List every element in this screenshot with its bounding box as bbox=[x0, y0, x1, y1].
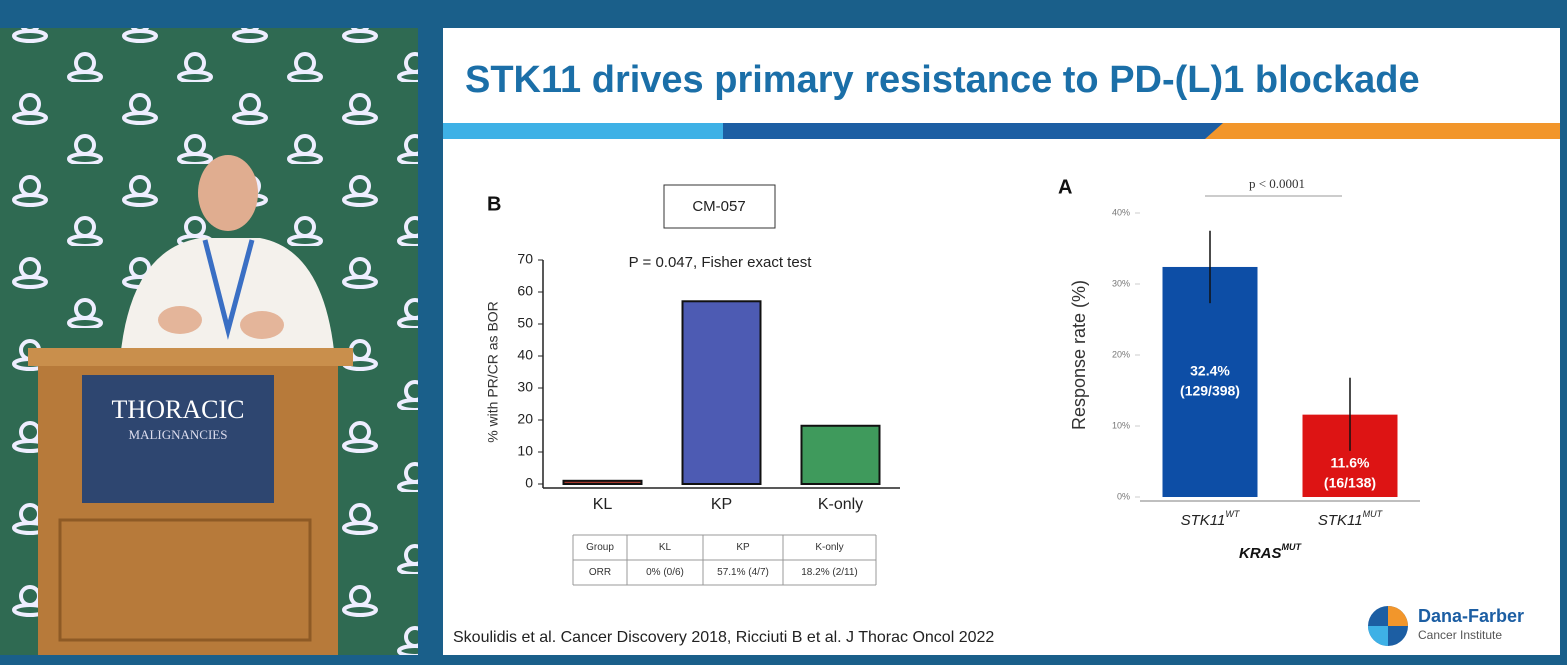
bar bbox=[800, 424, 881, 486]
y-tick-label: 20 bbox=[517, 411, 533, 427]
table-cell: Group bbox=[586, 542, 614, 553]
x-tick-label: KL bbox=[593, 496, 613, 513]
logo-subtitle: Cancer Institute bbox=[1418, 628, 1502, 642]
slide-title: STK11 drives primary resistance to PD-(L… bbox=[465, 59, 1420, 101]
table-cell: 18.2% (2/11) bbox=[801, 567, 858, 578]
y-tick-label: 40 bbox=[517, 347, 533, 363]
x-tick-label: STK11WT bbox=[1181, 509, 1241, 529]
x-tick-label: K-only bbox=[818, 496, 863, 513]
y-tick-label: 30% bbox=[1112, 278, 1130, 288]
value-label: 11.6% bbox=[1331, 455, 1370, 471]
table-cell: KL bbox=[659, 542, 672, 553]
y-tick-label: 10% bbox=[1112, 420, 1130, 430]
panel-label: A bbox=[1058, 176, 1072, 198]
speaker bbox=[120, 155, 335, 360]
stripe bbox=[1205, 123, 1560, 139]
annotation: p < 0.0001 bbox=[1249, 176, 1305, 191]
panel-label: B bbox=[487, 193, 501, 215]
y-tick-label: 0% bbox=[1117, 491, 1130, 501]
x-tick-text: STK11 bbox=[1318, 512, 1363, 529]
stripe bbox=[443, 123, 723, 139]
logo-name: Dana-Farber bbox=[1418, 606, 1524, 626]
x-tick-superscript: MUT bbox=[1363, 509, 1384, 519]
y-tick-label: 30 bbox=[517, 379, 533, 395]
table-cell: 0% (0/6) bbox=[646, 567, 684, 578]
y-axis-label: % with PR/CR as BOR bbox=[485, 301, 501, 443]
y-tick-label: 50 bbox=[517, 315, 533, 331]
x-tick-label: KP bbox=[711, 496, 732, 513]
chart-subtitle: P = 0.047, Fisher exact test bbox=[629, 254, 813, 271]
x-label-text: KRAS bbox=[1239, 545, 1282, 562]
bar bbox=[681, 300, 762, 485]
box-label: CM-057 bbox=[692, 198, 745, 215]
label-box bbox=[663, 184, 776, 229]
bar bbox=[562, 479, 643, 485]
y-tick-label: 60 bbox=[517, 283, 533, 299]
y-axis-label: Response rate (%) bbox=[1069, 280, 1089, 430]
citation: Skoulidis et al. Cancer Discovery 2018, … bbox=[453, 629, 994, 646]
podium-text: THORACIC bbox=[112, 395, 245, 424]
x-axis-label: KRASMUT bbox=[1239, 542, 1303, 562]
x-tick-text: K-only bbox=[818, 496, 863, 513]
y-tick-label: 20% bbox=[1112, 349, 1130, 359]
x-tick-superscript: WT bbox=[1225, 509, 1240, 519]
podium-text: MALIGNANCIES bbox=[129, 427, 228, 442]
logo: Dana-Farber Cancer Institute bbox=[1368, 606, 1524, 646]
x-tick-label: STK11MUT bbox=[1318, 509, 1384, 529]
y-tick-label: 0 bbox=[525, 475, 533, 491]
value-count: (16/138) bbox=[1324, 475, 1376, 491]
table-cell: ORR bbox=[589, 567, 611, 578]
podium: THORACIC MALIGNANCIES bbox=[28, 348, 353, 655]
table-cell: 57.1% (4/7) bbox=[717, 567, 769, 578]
x-tick-text: KP bbox=[711, 496, 732, 513]
table-cell: KP bbox=[736, 542, 750, 553]
x-tick-text: STK11 bbox=[1181, 512, 1226, 529]
y-tick-label: 10 bbox=[517, 443, 533, 459]
y-tick-label: 40% bbox=[1112, 207, 1130, 217]
value-label: 32.4% bbox=[1190, 363, 1230, 379]
value-count: (129/398) bbox=[1180, 383, 1240, 399]
slide bbox=[443, 28, 1560, 655]
y-tick-label: 70 bbox=[517, 251, 533, 267]
table-cell: K-only bbox=[815, 542, 843, 553]
bar bbox=[1162, 266, 1258, 497]
x-label-superscript: MUT bbox=[1282, 542, 1303, 552]
stripe bbox=[723, 123, 1223, 139]
x-tick-text: KL bbox=[593, 496, 613, 513]
